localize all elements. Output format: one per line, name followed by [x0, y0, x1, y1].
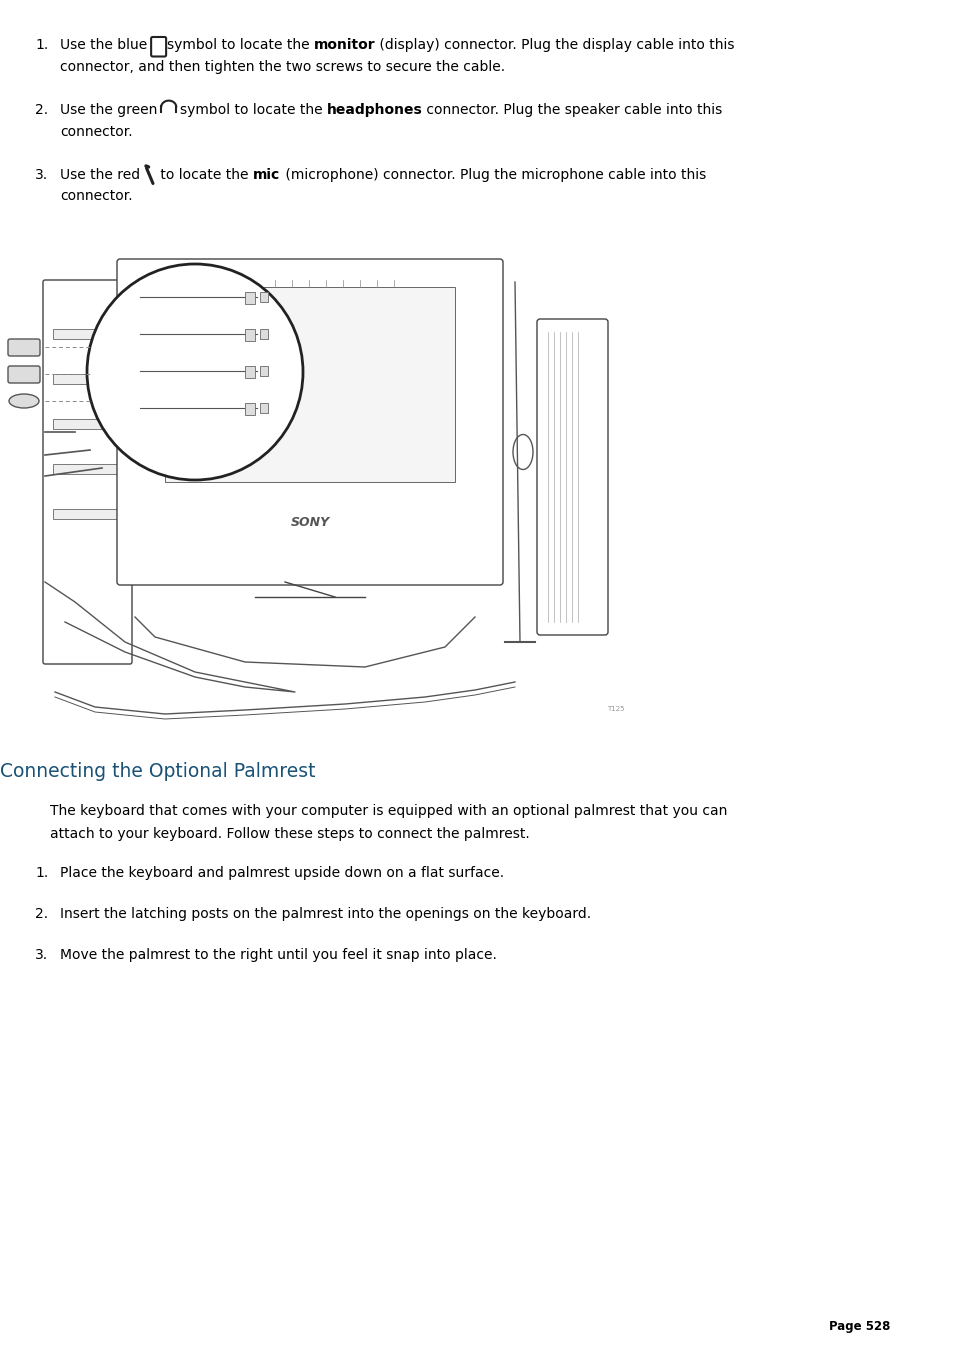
Text: The keyboard that comes with your computer is equipped with an optional palmrest: The keyboard that comes with your comput… [50, 804, 726, 817]
Text: headphones: headphones [327, 103, 422, 118]
Bar [53, 330, 122, 339]
Text: (display) connector. Plug the display cable into this: (display) connector. Plug the display ca… [375, 38, 734, 51]
Text: connector.: connector. [60, 124, 132, 139]
Bar [53, 419, 122, 430]
Text: Move the palmrest to the right until you feel it snap into place.: Move the palmrest to the right until you… [60, 948, 497, 962]
Bar [260, 292, 268, 303]
Text: (microphone) connector. Plug the microphone cable into this: (microphone) connector. Plug the microph… [280, 168, 705, 182]
Text: Use the blue: Use the blue [60, 38, 152, 51]
Text: to locate the: to locate the [156, 168, 253, 182]
Text: symbol to locate the: symbol to locate the [167, 38, 314, 51]
Circle shape [87, 263, 303, 480]
FancyBboxPatch shape [8, 366, 40, 382]
FancyBboxPatch shape [43, 280, 132, 663]
Text: connector.: connector. [60, 189, 132, 204]
Text: Connecting the Optional Palmrest: Connecting the Optional Palmrest [0, 762, 315, 781]
Bar [53, 463, 122, 474]
Bar [245, 330, 254, 340]
Text: Place the keyboard and palmrest upside down on a flat surface.: Place the keyboard and palmrest upside d… [60, 866, 503, 880]
FancyBboxPatch shape [117, 259, 502, 585]
Text: 3.: 3. [35, 168, 48, 182]
Bar [165, 286, 455, 482]
Text: symbol to locate the: symbol to locate the [179, 103, 327, 118]
Text: T125: T125 [607, 707, 624, 712]
Ellipse shape [513, 435, 533, 470]
Bar [260, 403, 268, 413]
Text: 1.: 1. [35, 866, 49, 880]
Bar [260, 366, 268, 376]
FancyBboxPatch shape [151, 36, 166, 57]
Bar [53, 374, 122, 384]
Text: mic: mic [253, 168, 280, 182]
Ellipse shape [9, 394, 39, 408]
Text: connector. Plug the speaker cable into this: connector. Plug the speaker cable into t… [422, 103, 722, 118]
Text: 3.: 3. [35, 948, 48, 962]
Bar [53, 509, 122, 519]
Text: Use the red: Use the red [60, 168, 144, 182]
Text: Insert the latching posts on the palmrest into the openings on the keyboard.: Insert the latching posts on the palmres… [60, 907, 591, 921]
Text: monitor: monitor [314, 38, 375, 51]
Text: 1.: 1. [35, 38, 49, 51]
Text: SONY: SONY [290, 516, 329, 528]
Text: Page 528: Page 528 [828, 1320, 889, 1333]
Bar [245, 292, 254, 304]
Text: 2.: 2. [35, 907, 48, 921]
Text: connector, and then tighten the two screws to secure the cable.: connector, and then tighten the two scre… [60, 59, 504, 73]
Text: 2.: 2. [35, 103, 48, 118]
FancyBboxPatch shape [8, 339, 40, 357]
Text: attach to your keyboard. Follow these steps to connect the palmrest.: attach to your keyboard. Follow these st… [50, 827, 529, 840]
Bar [245, 403, 254, 415]
Bar [245, 366, 254, 378]
Bar [260, 330, 268, 339]
FancyBboxPatch shape [537, 319, 607, 635]
Text: Use the green: Use the green [60, 103, 162, 118]
